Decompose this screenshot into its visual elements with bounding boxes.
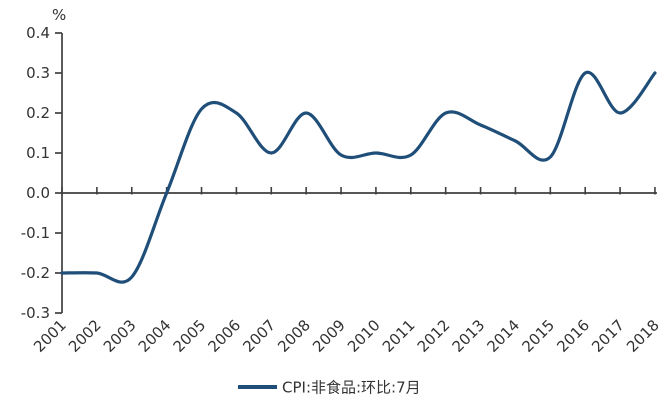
legend-series-label: CPI:非食品:环比:7月 (282, 379, 421, 397)
x-tick-label: 2007 (239, 316, 279, 356)
y-tick-label: 0.0 (26, 184, 50, 202)
y-tick-label: -0.3 (21, 304, 50, 322)
y-tick-label: -0.1 (21, 224, 50, 242)
x-tick-label: 2016 (553, 316, 593, 356)
x-tick-label: 2001 (30, 316, 70, 356)
x-tick-label: 2018 (623, 316, 663, 356)
x-tick-label: 2004 (135, 316, 175, 356)
x-tick-label: 2015 (518, 316, 558, 356)
x-tick-label: 2006 (204, 316, 244, 356)
y-axis-unit-label: % (52, 6, 66, 24)
x-tick-label: 2005 (170, 316, 210, 356)
legend: CPI:非食品:环比:7月 (238, 379, 421, 397)
x-tick-label: 2002 (65, 316, 105, 356)
y-tick-label: 0.4 (26, 24, 50, 42)
x-tick-label: 2003 (100, 316, 140, 356)
cpi-series-line (60, 70, 657, 284)
x-tick-label: 2013 (449, 316, 489, 356)
x-tick-label: 2011 (379, 316, 419, 356)
x-tick-label: 2012 (414, 316, 454, 356)
x-tick-label: 2009 (309, 316, 349, 356)
y-tick-label: 0.2 (26, 104, 50, 122)
x-tick-label: 2014 (484, 316, 524, 356)
y-tick-label: -0.2 (21, 264, 50, 282)
x-tick-label: 2008 (274, 316, 314, 356)
x-tick-label: 2010 (344, 316, 384, 356)
y-tick-label: 0.3 (26, 64, 50, 82)
y-tick-label: 0.1 (26, 144, 50, 162)
y-axis: 0.4 0.3 0.2 0.1 0.0 -0.1 -0.2 -0.3 (21, 24, 63, 322)
x-axis: 2001200220032004200520062007200820092010… (30, 187, 663, 356)
x-tick-label: 2017 (588, 316, 628, 356)
